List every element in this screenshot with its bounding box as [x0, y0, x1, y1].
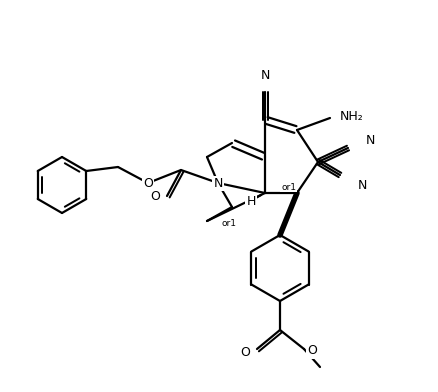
Text: H: H [246, 194, 256, 207]
Text: O: O [240, 347, 250, 359]
Text: N: N [365, 134, 374, 147]
Text: O: O [307, 345, 317, 358]
Text: N: N [213, 176, 223, 189]
Text: O: O [150, 189, 160, 203]
Text: or1: or1 [281, 183, 296, 192]
Text: N: N [357, 178, 367, 192]
Text: N: N [260, 69, 270, 82]
Text: or1: or1 [221, 218, 236, 227]
Text: O: O [143, 176, 153, 189]
Text: NH₂: NH₂ [340, 109, 364, 123]
